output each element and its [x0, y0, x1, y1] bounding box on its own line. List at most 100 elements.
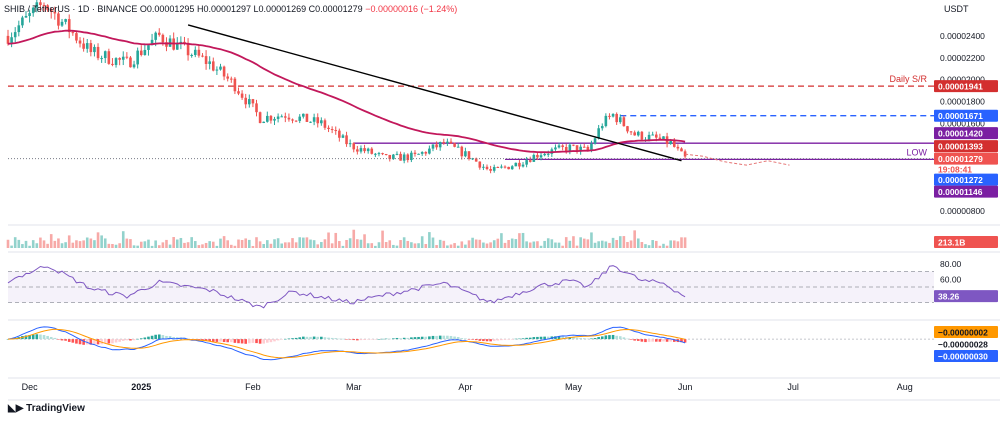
volume-bar	[305, 237, 309, 248]
volume-bar	[24, 240, 28, 248]
macd-histogram-bar	[251, 339, 255, 343]
volume-bar	[266, 240, 269, 248]
candle-body	[35, 2, 39, 8]
volume-bar	[219, 238, 222, 248]
price-tick-label: 0.00002400	[940, 31, 985, 41]
volume-bar	[21, 244, 24, 248]
candle-body	[424, 152, 428, 154]
macd-histogram-bar	[168, 336, 172, 340]
macd-histogram-bar	[312, 336, 316, 340]
candle-body	[374, 153, 377, 155]
volume-bar	[366, 243, 370, 248]
candle-body	[118, 58, 121, 60]
volume-bar	[478, 239, 482, 248]
volume-bar	[64, 242, 67, 248]
candle-body	[521, 164, 525, 167]
volume-bar	[348, 238, 352, 248]
volume-bar	[676, 241, 680, 248]
macd-histogram-bar	[604, 335, 608, 340]
macd-histogram-bar	[374, 339, 377, 340]
candle-body	[111, 63, 114, 65]
volume-bar	[100, 235, 103, 248]
macd-histogram-bar	[521, 338, 525, 340]
candle-body	[593, 138, 597, 144]
volume-bar	[190, 237, 193, 248]
volume-bar	[111, 244, 114, 248]
volume-bar	[532, 241, 536, 248]
macd-histogram-bar	[510, 339, 514, 340]
volume-bar	[359, 239, 363, 248]
candle-body	[298, 116, 302, 121]
volume-bar	[644, 244, 647, 248]
volume-bar	[528, 242, 532, 248]
volume-bar	[456, 245, 460, 248]
candle-body	[446, 141, 449, 144]
macd-histogram-bar	[211, 339, 215, 342]
candle-body	[489, 169, 492, 171]
volume-bar	[237, 239, 240, 248]
volume-bar	[291, 238, 294, 248]
candle-body	[334, 130, 338, 132]
volume-bar	[474, 239, 478, 248]
macd-histogram-bar	[392, 338, 395, 340]
price-tick-label: 0.00000800	[940, 206, 985, 216]
volume-bar	[125, 238, 129, 248]
candle-body	[139, 50, 143, 55]
macd-histogram-bar	[129, 339, 132, 341]
volume-bar	[255, 237, 258, 248]
volume-bar	[183, 242, 186, 248]
macd-histogram-bar	[157, 334, 161, 340]
resistance-purple-price-label-bg	[934, 127, 998, 140]
macd-histogram-bar	[262, 339, 266, 344]
candle-body	[215, 69, 219, 71]
volume-bar	[132, 245, 136, 248]
macd-signal-label: −0.00000028	[938, 340, 988, 350]
candle-body	[381, 153, 384, 155]
countdown-label: 19:08:41	[938, 165, 972, 175]
volume-bar	[341, 245, 345, 248]
volume-bar	[150, 245, 154, 248]
macd-histogram-bar	[532, 337, 536, 340]
volume-bar	[618, 236, 622, 248]
macd-histogram-bar	[608, 335, 611, 340]
macd-histogram-bar	[464, 338, 467, 340]
macd-histogram-bar	[460, 338, 464, 340]
macd-value-label-bg	[934, 350, 998, 362]
volume-bar	[514, 239, 518, 248]
volume-bar	[327, 232, 330, 248]
candle-body	[431, 144, 435, 149]
candle-body	[543, 153, 546, 156]
ohlc-open: O0.00001295	[139, 4, 195, 14]
candle-body	[680, 148, 683, 152]
volume-bar	[334, 232, 338, 248]
macd-histogram-bar	[284, 338, 287, 340]
candle-body	[197, 49, 201, 56]
volume-bar	[482, 242, 485, 248]
volume-bar	[518, 233, 521, 248]
macd-histogram-bar	[410, 337, 413, 340]
candle-body	[323, 120, 327, 128]
macd-histogram-bar	[348, 339, 352, 340]
candle-body	[590, 143, 593, 151]
candle-body	[413, 152, 417, 154]
volume-bar	[600, 240, 604, 248]
macd-histogram-bar	[204, 339, 208, 341]
level-name-label: Daily S/R	[889, 74, 927, 84]
macd-histogram-bar	[482, 339, 485, 342]
macd-histogram-bar	[53, 337, 57, 340]
candle-body	[510, 166, 514, 170]
candle-body	[514, 162, 518, 167]
volume-bar	[258, 241, 262, 248]
candle-body	[114, 58, 118, 65]
volume-bar	[586, 239, 590, 248]
volume-bar	[35, 243, 39, 248]
volume-bar	[629, 240, 633, 248]
macd-histogram-bar	[528, 337, 532, 340]
candle-body	[575, 145, 579, 152]
volume-bar	[410, 242, 413, 248]
candle-body	[366, 148, 370, 152]
candle-body	[392, 154, 395, 160]
macd-histogram-bar	[683, 339, 687, 343]
